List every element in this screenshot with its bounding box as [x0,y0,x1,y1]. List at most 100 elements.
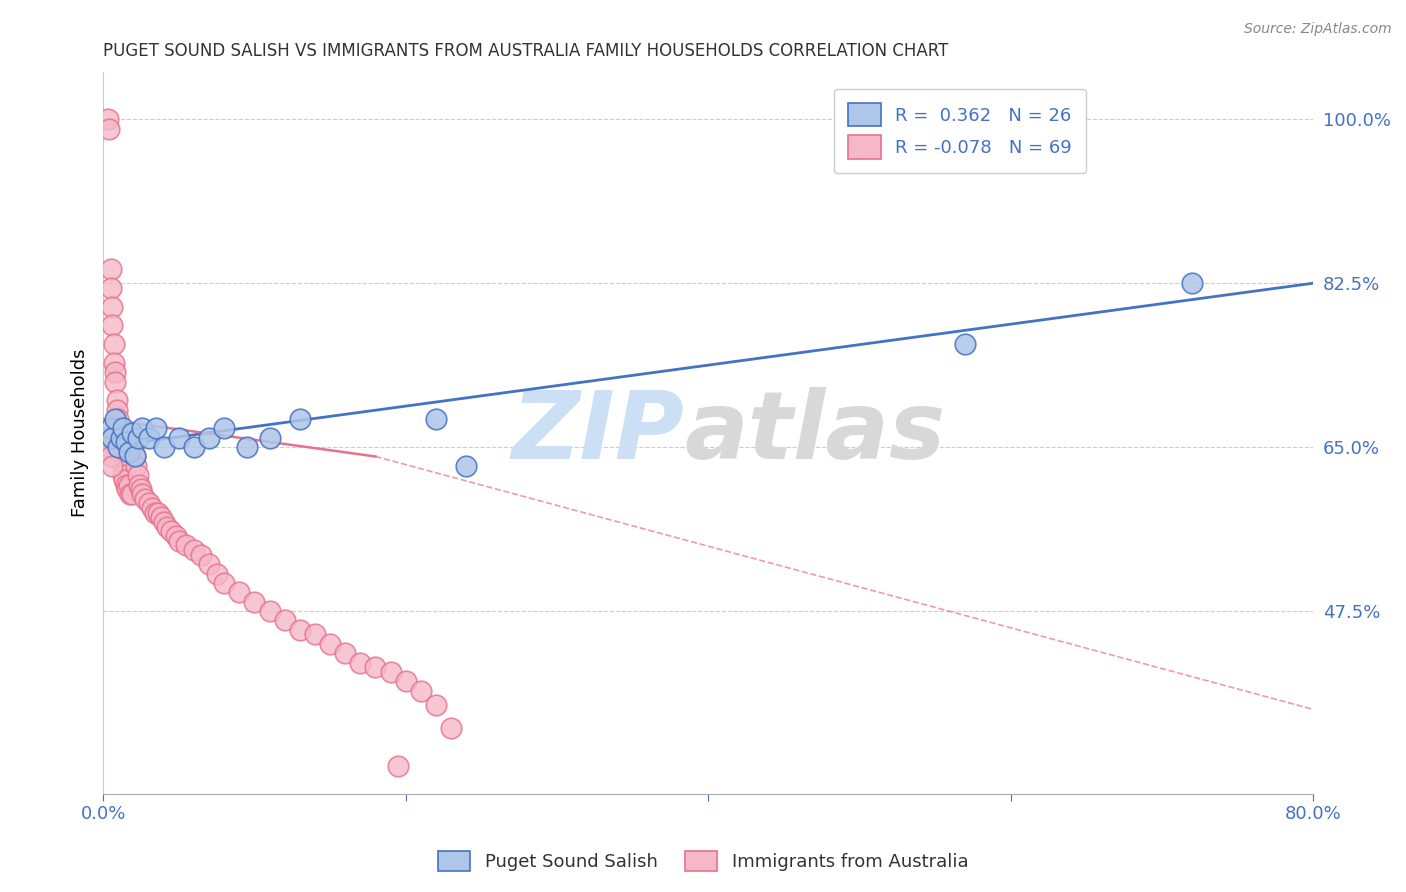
Point [122,440,145,454]
Point [425,698,447,712]
Point [205,566,228,581]
Point [103,337,125,351]
Text: atlas: atlas [683,387,945,479]
Point [409,683,432,698]
Point [111,468,134,483]
Point [114,435,136,450]
Legend: Puget Sound Salish, Immigrants from Australia: Puget Sound Salish, Immigrants from Aust… [430,844,976,879]
Point [121,487,143,501]
Point [101,300,124,314]
Point [105,402,128,417]
Point [236,440,259,454]
Point [387,758,409,772]
Point [456,458,478,473]
Point [104,412,127,426]
Legend: R =  0.362   N = 26, R = -0.078   N = 69: R = 0.362 N = 26, R = -0.078 N = 69 [834,88,1087,173]
Point [167,533,190,548]
Point [319,637,342,651]
Point [183,440,205,454]
Point [97,112,120,127]
Point [97,431,120,445]
Point [333,646,356,660]
Point [131,421,153,435]
Point [228,585,250,599]
Point [124,450,146,464]
Point [425,412,447,426]
Point [103,356,125,370]
Point [104,365,127,379]
Point [349,656,371,670]
Point [98,121,121,136]
Point [121,425,143,440]
Point [101,458,124,473]
Point [110,431,132,445]
Point [107,421,129,435]
Point [152,440,174,454]
Point [101,431,124,445]
Point [156,519,179,533]
Point [131,487,153,501]
Point [107,412,129,426]
Point [167,431,190,445]
Point [138,431,160,445]
Y-axis label: Family Households: Family Households [72,349,89,517]
Point [190,548,212,562]
Point [100,262,122,277]
Point [105,393,128,408]
Point [108,425,131,440]
Point [108,435,131,450]
Point [110,444,132,458]
Point [288,412,311,426]
Point [138,496,160,510]
Point [152,515,174,529]
Point [141,500,163,515]
Point [145,421,167,435]
Point [273,614,295,628]
Point [183,543,205,558]
Point [134,491,156,506]
Point [110,454,132,468]
Point [101,318,124,333]
Point [117,482,139,496]
Point [124,450,146,464]
Point [112,473,135,487]
Point [198,557,221,571]
Point [198,431,221,445]
Point [127,468,149,483]
Point [243,594,266,608]
Point [107,440,129,454]
Point [127,431,149,445]
Text: PUGET SOUND SALISH VS IMMIGRANTS FROM AUSTRALIA FAMILY HOUSEHOLDS CORRELATION CH: PUGET SOUND SALISH VS IMMIGRANTS FROM AU… [103,42,949,60]
Point [100,421,122,435]
Point [160,524,183,539]
Point [149,510,172,524]
Point [165,529,187,543]
Point [212,421,235,435]
Point [129,482,152,496]
Point [395,674,418,689]
Point [100,281,122,295]
Point [1181,276,1204,290]
Text: Source: ZipAtlas.com: Source: ZipAtlas.com [1244,22,1392,37]
Point [259,431,281,445]
Point [104,375,127,389]
Point [100,450,122,464]
Point [440,721,463,735]
Point [114,477,136,491]
Point [143,506,166,520]
Point [111,421,134,435]
Text: ZIP: ZIP [512,387,683,479]
Point [259,604,281,618]
Point [955,337,977,351]
Point [304,627,326,641]
Point [118,444,141,458]
Point [98,440,121,454]
Point [118,477,141,491]
Point [125,458,148,473]
Point [146,506,169,520]
Point [120,487,142,501]
Point [288,623,311,637]
Point [364,660,387,674]
Point [212,575,235,590]
Point [380,665,402,679]
